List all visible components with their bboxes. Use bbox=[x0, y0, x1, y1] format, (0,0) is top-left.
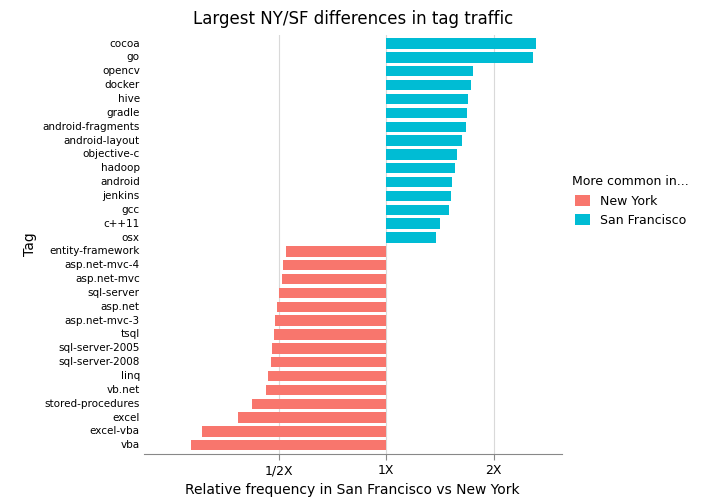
X-axis label: Relative frequency in San Francisco vs New York: Relative frequency in San Francisco vs N… bbox=[186, 482, 520, 496]
Bar bbox=[386, 38, 536, 49]
Bar bbox=[386, 80, 471, 90]
Bar bbox=[386, 66, 473, 77]
Legend: New York, San Francisco: New York, San Francisco bbox=[572, 175, 689, 227]
Bar bbox=[274, 329, 386, 340]
Bar bbox=[266, 385, 386, 395]
Bar bbox=[386, 136, 462, 146]
Bar bbox=[283, 260, 386, 271]
Bar bbox=[386, 121, 466, 132]
Bar bbox=[386, 205, 449, 215]
Y-axis label: Tag: Tag bbox=[23, 232, 37, 257]
Bar bbox=[271, 357, 386, 367]
Bar bbox=[386, 52, 533, 62]
Bar bbox=[277, 301, 386, 312]
Bar bbox=[276, 316, 386, 326]
Bar bbox=[272, 343, 386, 353]
Bar bbox=[386, 218, 441, 229]
Bar bbox=[386, 177, 452, 187]
Bar bbox=[386, 163, 455, 173]
Bar bbox=[282, 274, 386, 284]
Bar bbox=[386, 191, 451, 201]
Bar bbox=[386, 149, 457, 160]
Bar bbox=[192, 440, 386, 451]
Title: Largest NY/SF differences in tag traffic: Largest NY/SF differences in tag traffic bbox=[193, 10, 513, 28]
Bar bbox=[279, 288, 386, 298]
Bar bbox=[202, 426, 386, 436]
Bar bbox=[251, 399, 386, 409]
Bar bbox=[269, 371, 386, 381]
Bar bbox=[238, 412, 386, 423]
Bar bbox=[386, 108, 467, 118]
Bar bbox=[386, 232, 436, 243]
Bar bbox=[286, 246, 386, 257]
Bar bbox=[386, 94, 469, 104]
